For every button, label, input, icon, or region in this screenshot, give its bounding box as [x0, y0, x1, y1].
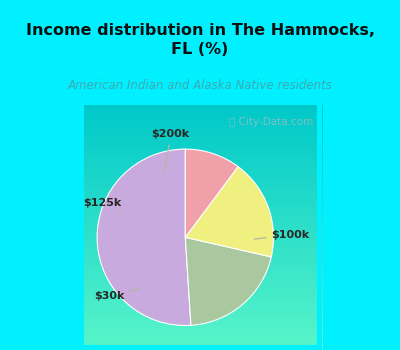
- Wedge shape: [97, 149, 191, 326]
- Text: American Indian and Alaska Native residents: American Indian and Alaska Native reside…: [68, 79, 332, 92]
- Wedge shape: [185, 149, 238, 237]
- Text: $30k: $30k: [94, 288, 140, 301]
- Text: $125k: $125k: [83, 198, 121, 213]
- Text: Income distribution in The Hammocks,
FL (%): Income distribution in The Hammocks, FL …: [26, 23, 374, 57]
- Text: $100k: $100k: [254, 230, 310, 240]
- Wedge shape: [185, 167, 274, 257]
- Text: $200k: $200k: [152, 130, 190, 172]
- Text: ⓘ City-Data.com: ⓘ City-Data.com: [230, 117, 314, 127]
- Wedge shape: [185, 237, 271, 325]
